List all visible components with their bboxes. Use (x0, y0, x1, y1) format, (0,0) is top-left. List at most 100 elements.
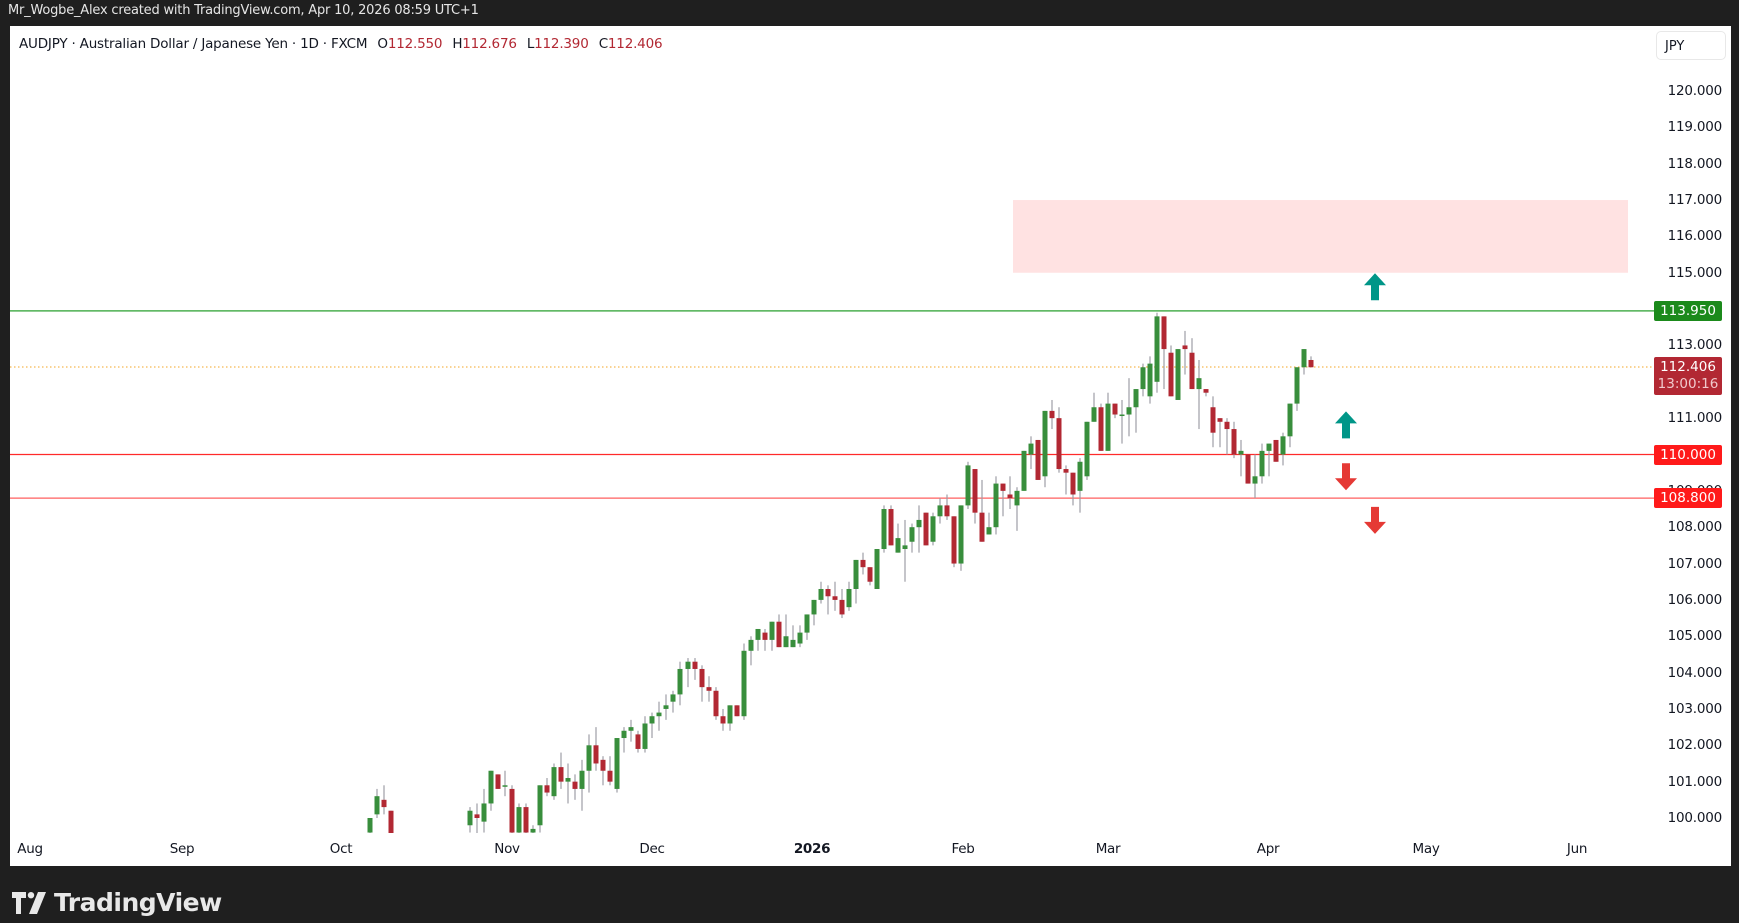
bullish-candle (909, 527, 915, 542)
bullish-candle (1077, 461, 1083, 491)
bearish-candle (1245, 454, 1251, 484)
bullish-candle (502, 785, 508, 787)
high-value: 112.676 (462, 36, 517, 52)
bearish-candle (1224, 421, 1230, 430)
bullish-candle (1133, 389, 1139, 408)
bearish-candle (1308, 359, 1314, 368)
bullish-candle (1084, 421, 1090, 477)
supply-zone-rectangle (1013, 200, 1628, 273)
bullish-candle (916, 519, 922, 528)
bearish-candle (1035, 439, 1041, 480)
bullish-candle (374, 796, 380, 815)
chart-panel[interactable] (10, 26, 1731, 866)
bearish-candle (1000, 483, 1006, 491)
bullish-candle (642, 723, 648, 749)
bearish-candle (388, 810, 394, 833)
arrow-up-icon (1335, 411, 1357, 439)
time-tick-label: Sep (169, 841, 195, 857)
bullish-candle (467, 810, 473, 826)
time-tick-label: Feb (951, 841, 975, 857)
price-tick-label: 101.000 (1667, 773, 1723, 790)
bearish-candle (888, 509, 894, 546)
bullish-candle (1105, 403, 1111, 451)
bullish-candle (965, 465, 971, 506)
bullish-candle (748, 639, 754, 651)
bearish-candle (762, 632, 768, 640)
price-tick-label: 107.000 (1667, 555, 1723, 572)
current-price-label: 112.406 13:00:16 (1654, 357, 1722, 396)
resistance-price-label: 113.950 (1654, 300, 1722, 321)
bearish-candle (381, 799, 387, 808)
bearish-candle (572, 781, 578, 789)
bullish-candle (1301, 349, 1307, 368)
bullish-candle (677, 668, 683, 695)
bearish-candle (1056, 418, 1062, 470)
bullish-candle (783, 636, 789, 648)
bearish-candle (825, 588, 831, 597)
bullish-candle (551, 767, 557, 797)
bullish-candle (1175, 349, 1181, 400)
bearish-candle (1070, 472, 1076, 495)
bullish-candle (649, 716, 655, 724)
bullish-candle (1196, 378, 1202, 390)
bearish-candle (944, 505, 950, 517)
tradingview-logo[interactable]: TradingView (12, 888, 222, 917)
attribution-text: Mr_Wogbe_Alex created with TradingView.c… (8, 3, 479, 18)
bullish-candle (846, 588, 852, 608)
bearish-candle (923, 512, 929, 546)
bearish-candle (1189, 352, 1195, 390)
bullish-candle (670, 694, 676, 702)
current-price-value: 112.406 (1660, 359, 1716, 376)
support-108-8-price-label: 108.800 (1654, 488, 1722, 509)
bullish-candle (586, 745, 592, 771)
time-tick-label: Jun (1566, 841, 1588, 857)
close-label: C (598, 36, 608, 52)
bearish-candle (558, 767, 564, 782)
bearish-candle (951, 516, 957, 564)
bullish-candle (1140, 367, 1146, 390)
bullish-candle (1287, 403, 1293, 437)
bearish-candle (509, 788, 515, 833)
price-tick-label: 117.000 (1667, 192, 1723, 209)
symbol-legend: AUDJPY · Australian Dollar / Japanese Ye… (19, 36, 663, 52)
bullish-candle (930, 516, 936, 542)
time-tick-label: May (1412, 841, 1440, 857)
bar-countdown: 13:00:16 (1657, 376, 1719, 393)
bearish-candle (713, 690, 719, 717)
bullish-candle (1259, 450, 1265, 477)
currency-button[interactable]: JPY (1656, 31, 1726, 60)
bullish-candle (516, 807, 522, 833)
bearish-candle (1112, 403, 1118, 415)
arrow-up-icon (1364, 273, 1386, 301)
bearish-candle (1217, 418, 1223, 422)
bullish-candle (895, 538, 901, 553)
close-value: 112.406 (607, 36, 663, 52)
low-value: 112.390 (534, 36, 589, 52)
bullish-candle (958, 505, 964, 564)
bearish-candle (867, 567, 873, 582)
bearish-candle (1049, 410, 1055, 419)
bullish-candle (993, 483, 999, 528)
time-tick-label: Apr (1256, 841, 1280, 857)
symbol-description: AUDJPY · Australian Dollar / Japanese Ye… (19, 36, 368, 52)
bearish-candle (692, 661, 698, 669)
bullish-candle (1119, 414, 1125, 417)
time-tick-label: Aug (17, 841, 43, 857)
bearish-candle (776, 621, 782, 648)
price-tick-label: 113.000 (1667, 337, 1723, 354)
price-tick-label: 100.000 (1667, 810, 1723, 826)
high-label: H (452, 36, 463, 52)
bullish-candle (488, 770, 494, 804)
bullish-candle (1091, 407, 1097, 422)
price-tick-label: 111.000 (1667, 410, 1723, 427)
bullish-candle (1014, 490, 1020, 506)
candlestick-chart[interactable] (10, 26, 1731, 866)
bullish-candle (986, 527, 992, 535)
bearish-candle (699, 668, 705, 688)
bullish-candle (663, 705, 669, 709)
bullish-candle (874, 549, 880, 589)
tradingview-logo-icon (12, 891, 46, 914)
bullish-candle (1042, 410, 1048, 477)
bearish-candle (1098, 407, 1104, 451)
bullish-candle (881, 509, 887, 550)
